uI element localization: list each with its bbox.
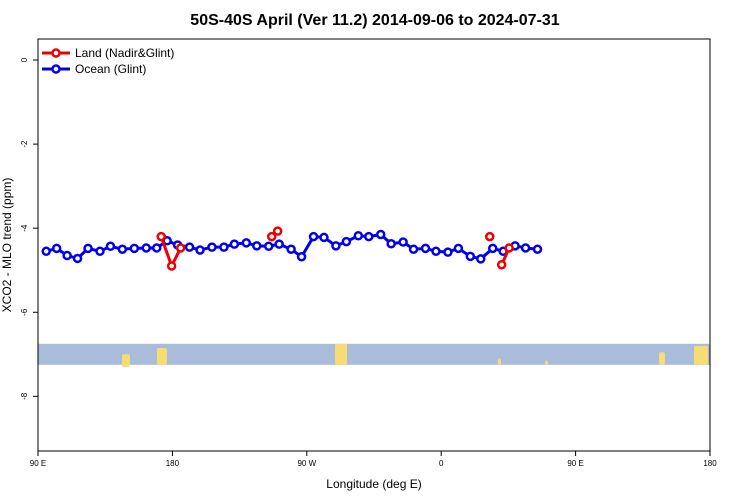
- map-land-patch: [157, 348, 167, 365]
- ocean-data-point: [431, 246, 441, 257]
- ocean-data-point: [476, 254, 486, 264]
- x-tick-label: 180: [703, 459, 717, 468]
- ocean-data-point: [375, 229, 386, 240]
- legend-entry: Land (Nadir&Glint): [75, 46, 174, 60]
- map-land-patch: [694, 345, 708, 365]
- ocean-data-point: [420, 243, 431, 254]
- map-land-patch: [122, 354, 130, 367]
- x-axis-label: Longitude (deg E): [326, 477, 421, 491]
- ocean-data-point: [398, 237, 408, 247]
- ocean-data-point: [364, 231, 374, 242]
- map-ocean-band: [38, 343, 710, 365]
- legend-marker: [51, 64, 61, 74]
- ocean-data-point: [95, 246, 105, 257]
- x-tick-label: 90 E: [567, 459, 583, 468]
- ocean-data-point: [408, 244, 419, 254]
- ocean-data-point: [341, 236, 352, 247]
- ocean-data-point: [229, 239, 240, 249]
- ocean-data-point: [141, 243, 152, 253]
- ocean-data-point: [184, 242, 195, 252]
- ocean-data-point: [331, 241, 341, 251]
- ocean-data-point: [129, 243, 140, 254]
- x-tick-label: 90 W: [297, 459, 316, 468]
- map-land-patch: [659, 352, 665, 365]
- ocean-data-point: [274, 239, 284, 249]
- ocean-data-point: [219, 242, 229, 252]
- ocean-data-point: [195, 245, 205, 255]
- plot-frame: [37, 38, 711, 452]
- x-axis: 90 E 180 90 W 0 90 E 180: [30, 451, 717, 468]
- ocean-data-point: [296, 252, 307, 262]
- ocean-data-point: [207, 242, 217, 252]
- land-data-point: [166, 261, 177, 271]
- ocean-data-point: [520, 243, 531, 253]
- land-data-point: [504, 243, 514, 253]
- ocean-data-point: [51, 243, 62, 254]
- y-tick-label: -2: [20, 140, 29, 148]
- ocean-data-point: [453, 243, 464, 254]
- land-data-point: [266, 231, 277, 242]
- ocean-data-point: [263, 241, 274, 252]
- ocean-data-point: [117, 244, 128, 254]
- land-data-point: [496, 260, 507, 270]
- legend-entry: Ocean (Glint): [75, 62, 146, 76]
- land-data-point: [156, 231, 166, 242]
- ocean-data-point: [62, 250, 72, 261]
- ocean-data-point: [308, 231, 319, 242]
- ocean-data-point: [83, 243, 93, 254]
- map-land-patch: [498, 358, 501, 365]
- map-land-patch: [335, 343, 347, 365]
- ocean-data-point: [487, 243, 498, 254]
- y-tick-label: -8: [20, 392, 29, 400]
- x-tick-label: 90 E: [30, 459, 46, 468]
- ocean-data-point: [532, 244, 543, 254]
- land-data-point: [484, 231, 495, 242]
- ocean-data-point: [41, 246, 51, 257]
- y-tick-label: -6: [20, 308, 29, 316]
- map-land-patch: [545, 360, 548, 365]
- ocean-data-point: [386, 238, 396, 249]
- y-axis: 0 -2 -4 -6 -8: [20, 57, 38, 400]
- ocean-data-point: [353, 231, 364, 241]
- y-axis-label: XCO2 - MLO trend (ppm): [0, 178, 14, 313]
- ocean-data-point: [319, 232, 329, 243]
- y-tick-label: 0: [20, 57, 29, 62]
- land-data-point: [272, 226, 283, 236]
- y-tick-label: -4: [20, 224, 29, 232]
- chart-title: 50S-40S April (Ver 11.2) 2014-09-06 to 2…: [190, 12, 560, 29]
- ocean-data-point: [443, 247, 453, 257]
- ocean-data-point: [105, 241, 116, 252]
- ocean-data-point: [252, 241, 262, 251]
- legend: Land (Nadir&Glint) Ocean (Glint): [42, 46, 174, 76]
- ocean-data-point: [286, 244, 296, 254]
- ocean-data-point: [151, 243, 162, 253]
- plot-area: [38, 226, 710, 367]
- land-data-point: [175, 243, 186, 253]
- x-tick-label: 180: [166, 459, 180, 468]
- ocean-data-point: [72, 253, 83, 264]
- ocean-data-point: [241, 238, 252, 248]
- ocean-data-point: [465, 251, 476, 262]
- x-tick-label: 0: [439, 459, 444, 468]
- legend-marker: [51, 48, 61, 58]
